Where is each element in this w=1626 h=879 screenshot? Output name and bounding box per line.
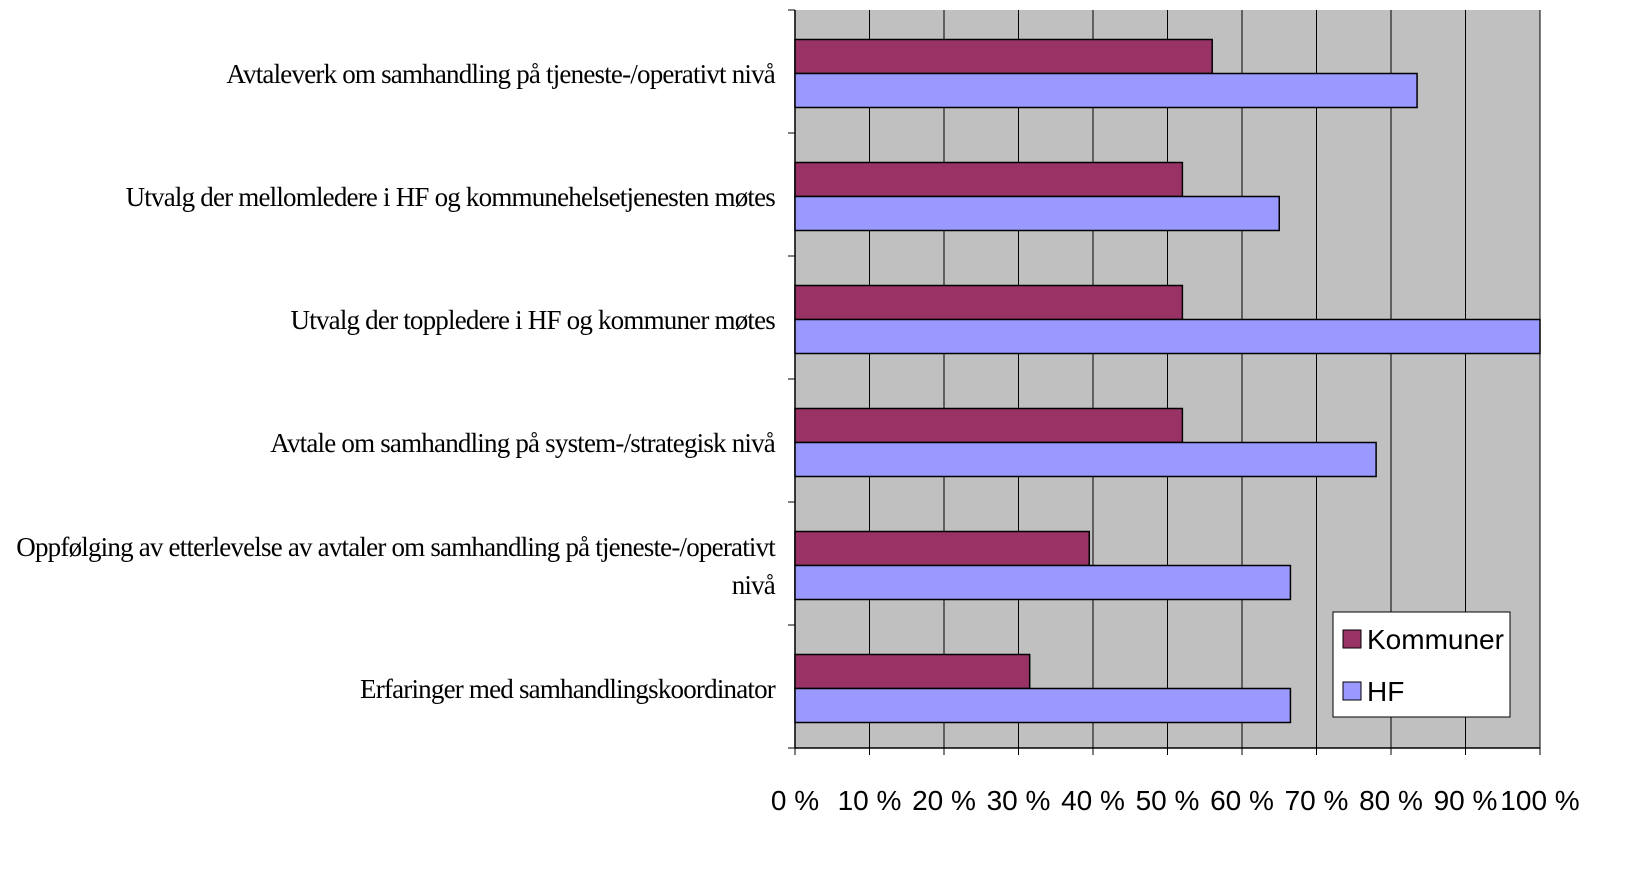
x-tick-label: 100 % xyxy=(1500,785,1579,816)
bar xyxy=(794,161,1184,198)
x-tick-label: 80 % xyxy=(1359,785,1423,816)
legend-label: Kommuner xyxy=(1367,624,1504,655)
bar xyxy=(794,407,1184,444)
category-label: Avtaleverk om samhandling på tjeneste-/o… xyxy=(226,58,775,89)
bar xyxy=(794,72,1418,109)
category-label: Avtale om samhandling på system-/strateg… xyxy=(270,427,776,458)
bar xyxy=(794,564,1292,601)
x-tick-label: 60 % xyxy=(1210,785,1274,816)
x-tick-label: 50 % xyxy=(1136,785,1200,816)
x-tick-label: 10 % xyxy=(838,785,902,816)
bar xyxy=(794,530,1091,567)
bar xyxy=(794,653,1031,690)
bar xyxy=(794,195,1280,232)
bar xyxy=(794,284,1184,321)
legend-swatch xyxy=(1342,681,1362,701)
legend-box xyxy=(1332,611,1511,718)
x-tick-label: 20 % xyxy=(912,785,976,816)
x-tick-label: 30 % xyxy=(987,785,1051,816)
category-label: Utvalg der mellomledere i HF og kommuneh… xyxy=(125,181,776,212)
bar xyxy=(794,318,1541,355)
bar xyxy=(794,441,1377,478)
legend-swatch xyxy=(1342,629,1362,649)
x-tick-label: 70 % xyxy=(1285,785,1349,816)
category-label: Erfaringer med samhandlingskoordinator xyxy=(360,673,776,704)
x-tick-label: 0 % xyxy=(771,785,819,816)
category-label: Utvalg der toppledere i HF og kommuner m… xyxy=(290,304,776,335)
x-tick-label: 40 % xyxy=(1061,785,1125,816)
bar xyxy=(794,38,1213,75)
legend-label: HF xyxy=(1367,676,1404,707)
bar xyxy=(794,687,1292,724)
category-label: Oppfølging av etterlevelse av avtaler om… xyxy=(16,531,776,600)
x-tick-label: 90 % xyxy=(1434,785,1498,816)
